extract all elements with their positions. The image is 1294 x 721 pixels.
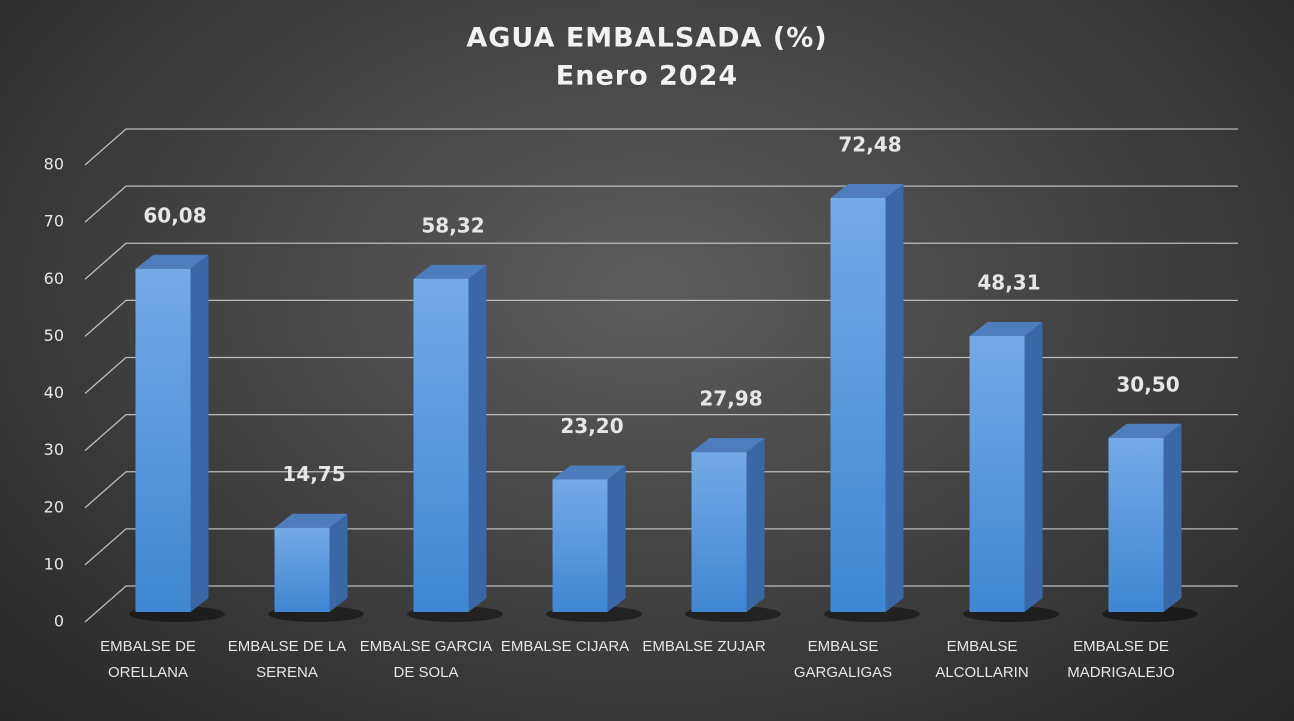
- value-label: 14,75: [282, 462, 345, 486]
- grid-line: [84, 128, 1238, 166]
- y-tick-label: 20: [44, 497, 64, 516]
- grid-line: [84, 471, 1238, 509]
- bar-top: [552, 465, 626, 480]
- x-tick-label: EMBALSE GARCIA DE SOLA: [359, 638, 493, 681]
- bar-top: [969, 322, 1043, 337]
- x-tick-label: EMBALSE ZUJAR: [642, 638, 766, 655]
- bar: [969, 336, 1025, 612]
- bar-top: [413, 264, 487, 279]
- bar: [691, 452, 747, 612]
- bar-side: [190, 254, 209, 612]
- x-tick-label: EMBALSE ALCOLLARIN: [935, 638, 1029, 681]
- value-label: 48,31: [977, 271, 1040, 295]
- x-tick-label: EMBALSE CIJARA: [500, 638, 630, 655]
- bar-side: [1163, 423, 1182, 612]
- y-tick-label: 50: [44, 326, 64, 345]
- grid-line: [84, 413, 1238, 452]
- bar: [274, 527, 330, 612]
- grid-line: [84, 528, 1238, 566]
- bar: [552, 479, 608, 612]
- x-tick-label: EMBALSE DE LA SERENA: [227, 638, 347, 681]
- grid-line: [84, 299, 1238, 337]
- bar-top: [135, 254, 209, 269]
- x-tick-label: EMBALSE GARGALIGAS: [793, 638, 893, 681]
- bar: [413, 278, 469, 612]
- value-label: 58,32: [421, 213, 484, 237]
- grid-line: [84, 585, 1238, 623]
- y-tick-label: 40: [44, 383, 64, 402]
- y-tick-label: 30: [44, 440, 64, 459]
- y-tick-label: 80: [44, 155, 64, 174]
- value-label: 72,48: [838, 132, 901, 156]
- value-label: 30,50: [1116, 372, 1179, 396]
- y-tick-label: 10: [44, 554, 64, 573]
- bar-side: [885, 183, 904, 612]
- grid-line: [84, 356, 1238, 394]
- bar-side: [607, 465, 626, 612]
- chart-title: AGUA EMBALSADA (%): [466, 23, 827, 54]
- bar: [135, 268, 191, 612]
- value-label: 60,08: [143, 203, 206, 227]
- bar-side: [468, 264, 487, 612]
- x-tick-label: EMBALSE DE ORELLANA: [100, 638, 196, 681]
- bar-top: [1108, 423, 1182, 438]
- bar: [1108, 437, 1164, 612]
- bar-top: [691, 438, 765, 453]
- value-label: 27,98: [699, 387, 762, 411]
- x-tick-label: EMBALSE DE MADRIGALEJO: [1067, 638, 1175, 681]
- grid-line: [84, 185, 1238, 223]
- grid-line: [84, 242, 1238, 280]
- y-tick-label: 70: [44, 212, 64, 231]
- y-tick-label: 0: [54, 612, 64, 631]
- value-label: 23,20: [560, 414, 623, 438]
- chart-subtitle: Enero 2024: [556, 61, 738, 92]
- bar-side: [1024, 322, 1043, 612]
- bar: [830, 197, 886, 612]
- y-tick-label: 60: [44, 269, 64, 288]
- bar-side: [746, 438, 765, 612]
- bar-top: [274, 513, 348, 528]
- bar-top: [830, 183, 904, 198]
- bar-side: [329, 513, 348, 612]
